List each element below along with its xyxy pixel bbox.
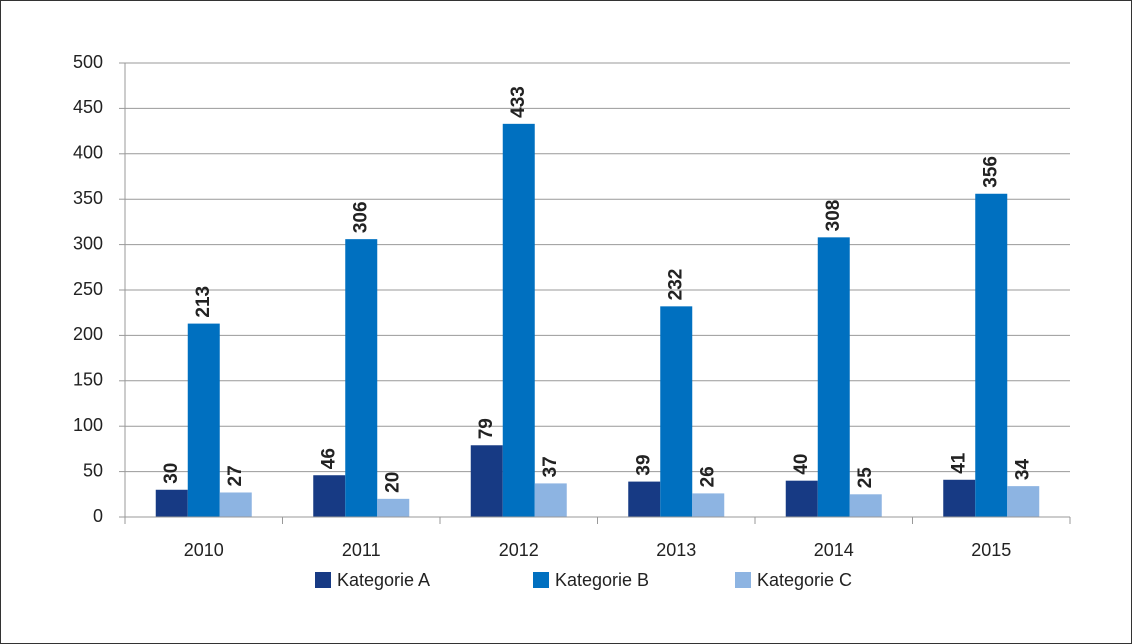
- value-label: 41: [948, 452, 969, 474]
- value-label: 20: [382, 472, 403, 493]
- y-tick-label: 200: [73, 324, 103, 344]
- legend-swatch: [533, 572, 549, 588]
- y-tick-label: 150: [73, 370, 103, 390]
- bar: [660, 306, 693, 517]
- bar: [975, 193, 1008, 517]
- bar: [313, 475, 346, 517]
- x-tick-label: 2013: [656, 540, 696, 560]
- y-tick-label: 450: [73, 97, 103, 117]
- y-tick-label: 500: [73, 52, 103, 72]
- y-tick-label: 300: [73, 233, 103, 253]
- bar: [377, 498, 410, 517]
- value-label: 232: [665, 269, 686, 301]
- value-label: 433: [508, 86, 529, 118]
- legend-label: Kategorie A: [337, 570, 430, 590]
- bar: [628, 481, 661, 517]
- y-tick-label: 100: [73, 415, 103, 435]
- y-tick-label: 50: [83, 460, 103, 480]
- legend-swatch: [735, 572, 751, 588]
- bar: [1007, 486, 1040, 517]
- value-label: 79: [476, 418, 497, 439]
- x-tick-label: 2011: [342, 540, 381, 560]
- bar: [943, 479, 976, 517]
- value-label: 37: [540, 456, 561, 477]
- bar: [187, 323, 220, 517]
- bar: [534, 483, 567, 517]
- bar: [345, 239, 378, 518]
- value-label: 34: [1012, 459, 1033, 481]
- value-label: 306: [350, 201, 371, 233]
- bar: [692, 493, 725, 517]
- value-label: 39: [633, 454, 654, 475]
- bar: [155, 489, 188, 517]
- x-tick-label: 2010: [184, 540, 224, 560]
- value-label: 26: [697, 466, 718, 487]
- value-label: 27: [225, 465, 246, 486]
- x-tick-label: 2015: [971, 540, 1011, 560]
- bar: [849, 494, 882, 517]
- value-label: 46: [318, 448, 339, 469]
- x-tick-label: 2014: [814, 540, 854, 560]
- bar: [470, 445, 503, 517]
- legend-swatch: [315, 572, 331, 588]
- y-tick-label: 0: [93, 506, 103, 526]
- value-label: 40: [791, 454, 812, 475]
- value-label: 30: [161, 463, 182, 484]
- bar: [502, 123, 535, 517]
- value-label: 213: [193, 286, 214, 318]
- legend-label: Kategorie C: [757, 570, 852, 590]
- bar: [785, 480, 818, 517]
- y-tick-label: 400: [73, 143, 103, 163]
- y-tick-label: 250: [73, 279, 103, 299]
- value-label: 356: [980, 156, 1001, 188]
- value-label: 25: [855, 467, 876, 489]
- y-tick-label: 350: [73, 188, 103, 208]
- legend-label: Kategorie B: [555, 570, 649, 590]
- bar: [817, 237, 850, 517]
- x-tick-label: 2012: [499, 540, 539, 560]
- bar: [219, 492, 252, 517]
- value-label: 308: [823, 200, 844, 232]
